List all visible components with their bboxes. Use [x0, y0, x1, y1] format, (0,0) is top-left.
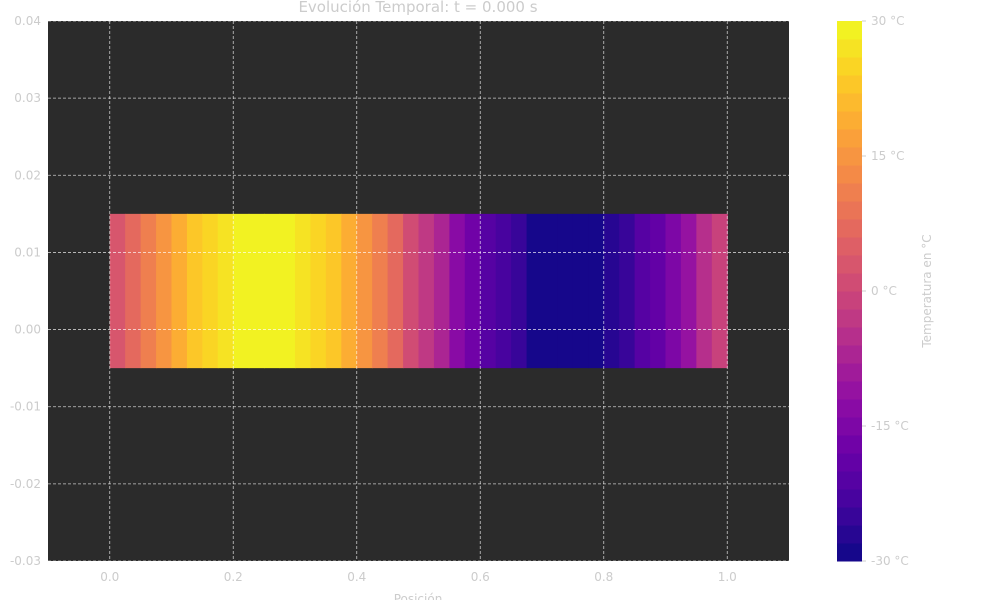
colorbar-tick-label: -15 °C [871, 419, 909, 433]
colorbar-segment [837, 543, 862, 562]
heatmap-cell [279, 213, 296, 369]
heatmap-cell [433, 213, 450, 369]
colorbar-segment [837, 453, 862, 472]
heatmap-cell [341, 213, 358, 369]
colorbar-segment [837, 327, 862, 346]
colorbar-segment [837, 345, 862, 364]
heatmap-cell [233, 213, 250, 369]
heatmap-cell [634, 213, 651, 369]
heatmap-cell [171, 213, 188, 369]
heatmap-cell [572, 213, 589, 369]
colorbar-segment [837, 399, 862, 418]
colorbar-segment [837, 57, 862, 76]
heatmap-cell [125, 213, 142, 369]
colorbar-tick-label: 0 °C [871, 284, 897, 298]
colorbar-segment [837, 489, 862, 508]
heatmap-cell [295, 213, 312, 369]
colorbar-segment [837, 75, 862, 94]
colorbar-segment [837, 201, 862, 220]
colorbar-segment [837, 435, 862, 454]
colorbar-segment [837, 147, 862, 166]
y-tick-label: 0.04 [14, 14, 41, 28]
heatmap-cell [186, 213, 203, 369]
colorbar-segment [837, 219, 862, 238]
heatmap-cell [217, 213, 234, 369]
colorbar-segment [837, 39, 862, 58]
chart-title: Evolución Temporal: t = 0.000 s [298, 0, 537, 16]
colorbar-segment [837, 183, 862, 202]
heatmap-cell [680, 213, 697, 369]
heatmap-cell [495, 213, 512, 369]
y-tick-label: -0.03 [10, 554, 41, 568]
y-tick-label: 0.03 [14, 91, 41, 105]
heatmap-cell [696, 213, 713, 369]
y-tick-label: -0.01 [10, 400, 41, 414]
colorbar-label: Temperatura en °C [920, 234, 934, 348]
colorbar-segment [837, 363, 862, 382]
colorbar-tick-label: -30 °C [871, 554, 909, 568]
x-tick-label: 0.8 [594, 570, 613, 584]
y-tick-label: 0.00 [14, 323, 41, 337]
colorbar-segment [837, 165, 862, 184]
colorbar-segment [837, 111, 862, 130]
x-tick-label: 0.0 [100, 570, 119, 584]
x-axis-label: Posición [394, 592, 443, 600]
heatmap-cell [619, 213, 636, 369]
heatmap-cell [310, 213, 327, 369]
y-tick-label: -0.02 [10, 477, 41, 491]
heatmap-cell [403, 213, 420, 369]
heatmap-cell [202, 213, 219, 369]
heatmap-cell [156, 213, 173, 369]
colorbar-segment [837, 93, 862, 112]
x-tick-label: 1.0 [718, 570, 737, 584]
colorbar-segment [837, 381, 862, 400]
heatmap-cell [356, 213, 373, 369]
heatmap-cell [650, 213, 667, 369]
heatmap-cell [418, 213, 435, 369]
colorbar-segment [837, 129, 862, 148]
x-tick-label: 0.4 [347, 570, 366, 584]
heatmap-cell [711, 213, 728, 369]
heatmap-cell [665, 213, 682, 369]
heatmap-cell [603, 213, 620, 369]
colorbar-segment [837, 507, 862, 526]
colorbar-segment [837, 291, 862, 310]
colorbar-tick-label: 15 °C [871, 149, 904, 163]
heatmap-cell [449, 213, 466, 369]
heatmap-cell [480, 213, 497, 369]
colorbar-segment [837, 273, 862, 292]
heatmap-cell [248, 213, 265, 369]
heatmap-cell [264, 213, 281, 369]
heatmap-cell [372, 213, 389, 369]
y-tick-label: 0.02 [14, 168, 41, 182]
y-tick-label: 0.01 [14, 245, 41, 259]
colorbar-segment [837, 309, 862, 328]
colorbar-segment [837, 21, 862, 40]
colorbar-tick-label: 30 °C [871, 14, 904, 28]
heatmap-cell [325, 213, 342, 369]
heatmap-cell [542, 213, 559, 369]
x-tick-label: 0.2 [224, 570, 243, 584]
heatmap-cell [557, 213, 574, 369]
heatmap-cell [588, 213, 605, 369]
heatmap-cell [464, 213, 481, 369]
heatmap-cell [109, 213, 126, 369]
colorbar-segment [837, 255, 862, 274]
heatmap-cell [387, 213, 404, 369]
colorbar-segment [837, 525, 862, 544]
heatmap-cell [526, 213, 543, 369]
x-tick-label: 0.6 [471, 570, 490, 584]
colorbar-segment [837, 417, 862, 436]
heatmap-cell [140, 213, 157, 369]
colorbar-segment [837, 471, 862, 490]
colorbar-segment [837, 237, 862, 256]
heatmap-cell [511, 213, 528, 369]
